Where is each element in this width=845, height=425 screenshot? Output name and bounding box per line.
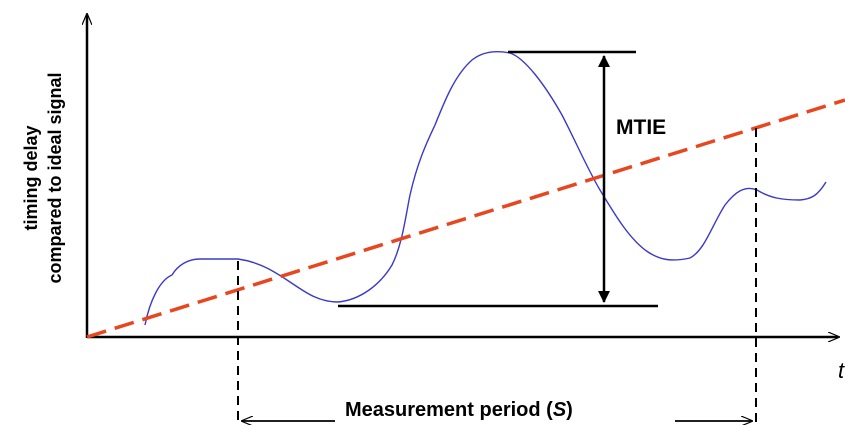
period-label-prefix: Measurement period (: [345, 399, 553, 421]
period-label-symbol: S: [553, 399, 567, 421]
period-label-bg: [335, 392, 675, 425]
y-axis-label-line1: timing delay: [21, 125, 41, 230]
period-label: Measurement period (S): [345, 399, 573, 421]
timing-signal-curve: [144, 51, 827, 326]
y-axis-label-line2: compared to ideal signal: [45, 72, 65, 283]
mtie-label: MTIE: [616, 116, 666, 139]
period-label-suffix: ): [566, 399, 573, 421]
x-axis-label: t: [838, 358, 845, 383]
trend-line: [86, 98, 845, 339]
